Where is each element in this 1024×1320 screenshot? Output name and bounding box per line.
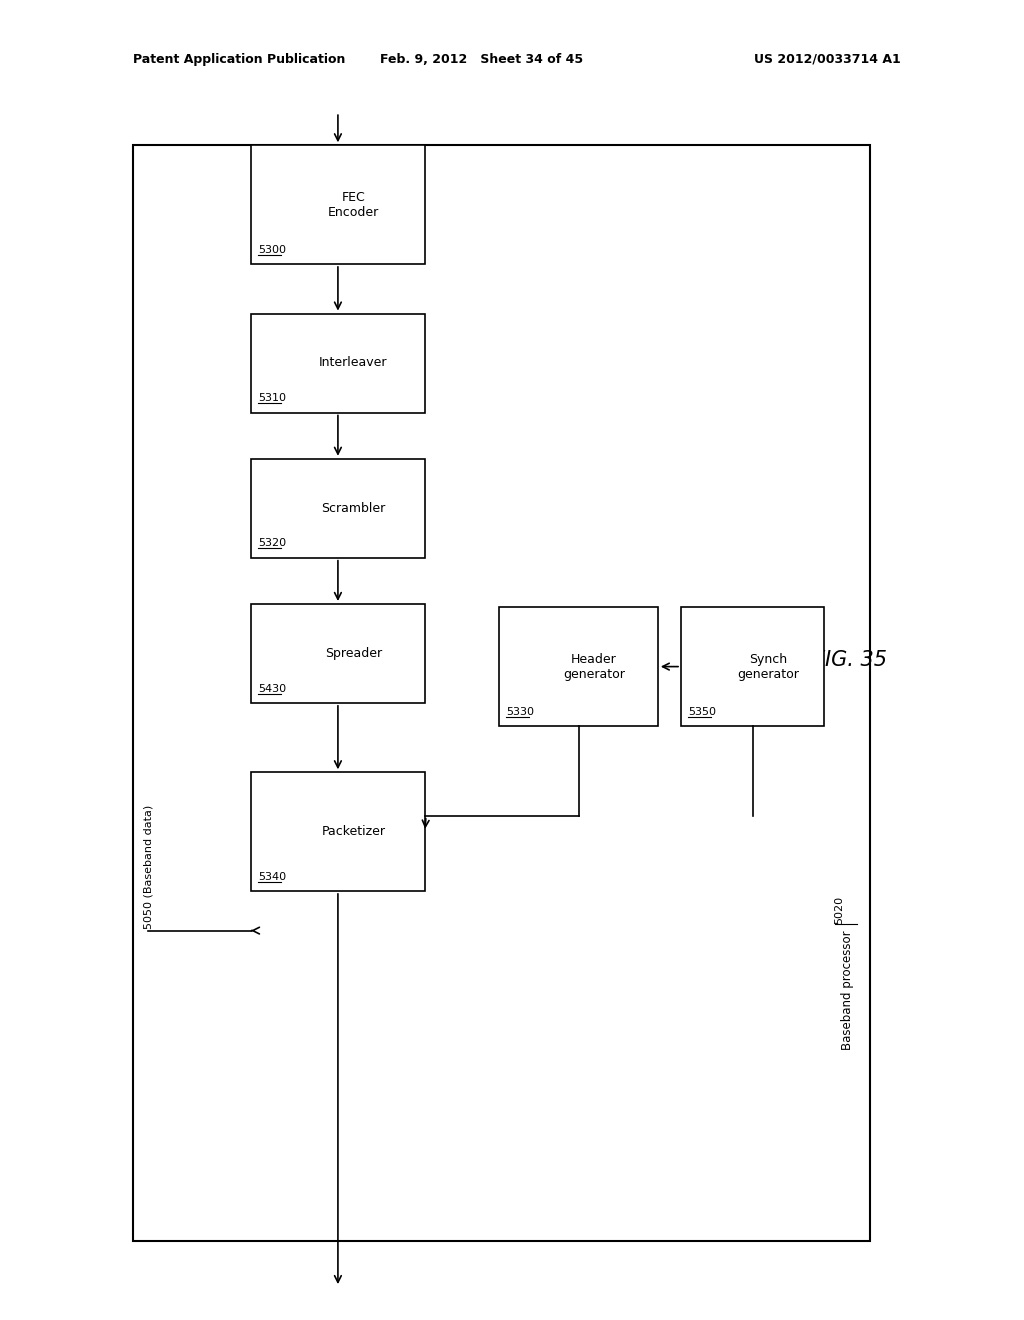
Text: 5020: 5020 [835,896,845,924]
Text: Baseband processor: Baseband processor [841,931,854,1051]
Text: Feb. 9, 2012   Sheet 34 of 45: Feb. 9, 2012 Sheet 34 of 45 [380,53,583,66]
Text: Interleaver: Interleaver [319,356,387,370]
Text: FEC
Encoder: FEC Encoder [328,190,379,219]
Text: 5320: 5320 [258,539,286,549]
Text: Spreader: Spreader [325,647,382,660]
Text: Patent Application Publication: Patent Application Publication [133,53,345,66]
Text: Synch
generator: Synch generator [737,652,799,681]
Text: 5300: 5300 [258,244,286,255]
Text: 5350: 5350 [688,706,716,717]
Bar [681,607,824,726]
Text: Packetizer: Packetizer [322,825,385,838]
Text: 5340: 5340 [258,871,286,882]
Bar [251,145,425,264]
Bar [251,314,425,412]
Text: 5430: 5430 [258,684,286,694]
Bar [251,459,425,557]
Bar [251,605,425,702]
Text: 5310: 5310 [258,393,286,404]
Text: Scrambler: Scrambler [322,502,385,515]
Bar [133,145,870,1241]
Text: Header
generator: Header generator [563,652,625,681]
Text: US 2012/0033714 A1: US 2012/0033714 A1 [755,53,901,66]
Text: 5050 (Baseband data): 5050 (Baseband data) [143,805,154,929]
Text: 5330: 5330 [506,706,535,717]
Text: FIG. 35: FIG. 35 [813,649,887,671]
Bar [499,607,657,726]
Bar [251,772,425,891]
